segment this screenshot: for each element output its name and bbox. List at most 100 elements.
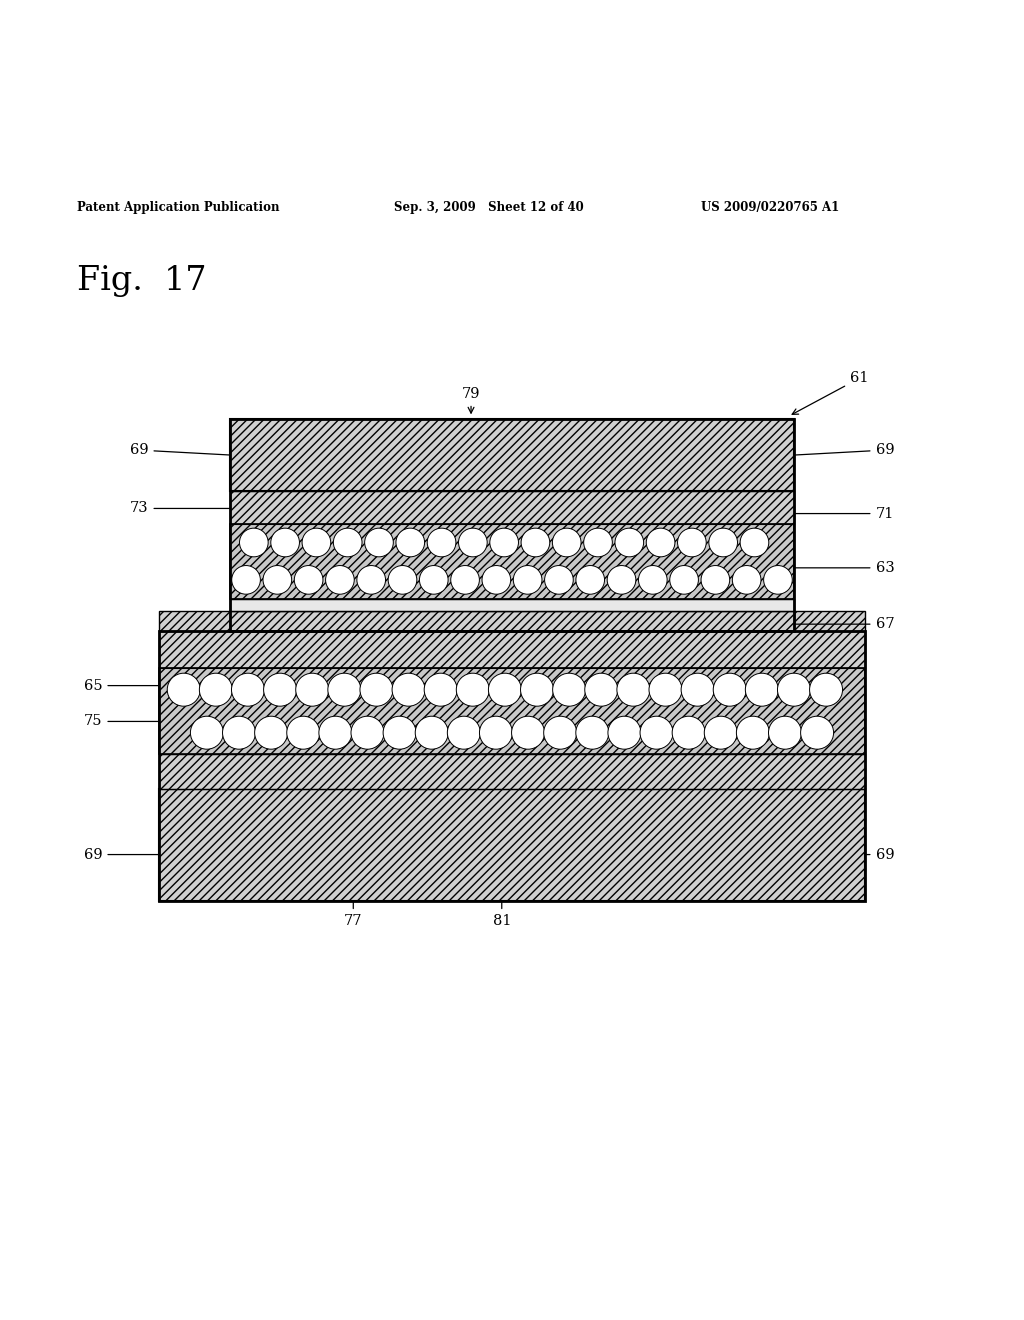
- Circle shape: [328, 673, 360, 706]
- Circle shape: [415, 717, 449, 750]
- Circle shape: [810, 673, 843, 706]
- Text: 69: 69: [795, 444, 894, 457]
- Circle shape: [287, 717, 319, 750]
- Circle shape: [670, 565, 698, 594]
- Bar: [159, 631, 865, 900]
- Circle shape: [190, 717, 223, 750]
- Circle shape: [646, 528, 675, 557]
- Bar: [230, 420, 794, 491]
- Circle shape: [396, 528, 425, 557]
- Circle shape: [334, 528, 362, 557]
- Circle shape: [544, 717, 577, 750]
- Circle shape: [736, 717, 769, 750]
- Circle shape: [360, 673, 393, 706]
- Bar: [230, 611, 794, 631]
- Circle shape: [607, 565, 636, 594]
- Bar: [159, 611, 230, 631]
- Bar: [230, 524, 794, 598]
- Circle shape: [270, 528, 299, 557]
- Text: Fig.  17: Fig. 17: [77, 265, 206, 297]
- Circle shape: [222, 717, 256, 750]
- Circle shape: [231, 673, 264, 706]
- Circle shape: [318, 717, 352, 750]
- Circle shape: [777, 673, 810, 706]
- Circle shape: [701, 565, 730, 594]
- Text: 61: 61: [793, 371, 868, 414]
- Text: 69: 69: [130, 444, 230, 457]
- Circle shape: [764, 565, 793, 594]
- Circle shape: [585, 673, 617, 706]
- Text: 75: 75: [84, 714, 159, 729]
- Circle shape: [681, 673, 714, 706]
- Circle shape: [584, 528, 612, 557]
- Circle shape: [167, 673, 201, 706]
- Circle shape: [302, 528, 331, 557]
- Circle shape: [424, 673, 457, 706]
- Text: 81: 81: [493, 902, 511, 928]
- Text: 69: 69: [84, 847, 159, 862]
- Circle shape: [296, 673, 329, 706]
- Bar: [159, 754, 865, 789]
- Text: 79: 79: [462, 387, 480, 413]
- Circle shape: [513, 565, 542, 594]
- Circle shape: [383, 717, 416, 750]
- Circle shape: [479, 717, 512, 750]
- Circle shape: [427, 528, 456, 557]
- Circle shape: [240, 528, 268, 557]
- Circle shape: [388, 565, 417, 594]
- Circle shape: [392, 673, 425, 706]
- Text: Patent Application Publication: Patent Application Publication: [77, 201, 280, 214]
- Circle shape: [263, 673, 297, 706]
- Circle shape: [608, 717, 641, 750]
- Circle shape: [732, 565, 761, 594]
- Text: 63: 63: [795, 561, 894, 574]
- Bar: [230, 491, 794, 524]
- Text: 65: 65: [84, 678, 159, 693]
- Circle shape: [255, 717, 288, 750]
- Circle shape: [457, 673, 489, 706]
- Circle shape: [520, 673, 554, 706]
- Circle shape: [714, 673, 746, 706]
- Circle shape: [745, 673, 778, 706]
- Circle shape: [672, 717, 706, 750]
- Circle shape: [294, 565, 323, 594]
- Circle shape: [575, 565, 604, 594]
- Circle shape: [801, 717, 834, 750]
- Circle shape: [553, 673, 586, 706]
- Bar: [230, 420, 794, 631]
- Circle shape: [639, 565, 667, 594]
- Circle shape: [447, 717, 480, 750]
- Circle shape: [365, 528, 393, 557]
- Bar: [230, 598, 794, 611]
- Bar: [794, 611, 865, 631]
- Circle shape: [489, 528, 518, 557]
- Bar: [159, 668, 865, 754]
- Bar: [159, 631, 865, 668]
- Circle shape: [512, 717, 545, 750]
- Circle shape: [545, 565, 573, 594]
- Text: 67: 67: [795, 618, 894, 631]
- Circle shape: [678, 528, 707, 557]
- Circle shape: [231, 565, 260, 594]
- Circle shape: [768, 717, 802, 750]
- Circle shape: [616, 673, 650, 706]
- Text: US 2009/0220765 A1: US 2009/0220765 A1: [701, 201, 840, 214]
- Circle shape: [451, 565, 479, 594]
- Circle shape: [326, 565, 354, 594]
- Circle shape: [459, 528, 487, 557]
- Text: 77: 77: [344, 902, 362, 928]
- Circle shape: [521, 528, 550, 557]
- Circle shape: [552, 528, 581, 557]
- Circle shape: [709, 528, 737, 557]
- Circle shape: [575, 717, 609, 750]
- Circle shape: [200, 673, 232, 706]
- Circle shape: [357, 565, 385, 594]
- Circle shape: [649, 673, 682, 706]
- Circle shape: [351, 717, 384, 750]
- Text: 69: 69: [866, 847, 894, 862]
- Circle shape: [705, 717, 737, 750]
- Circle shape: [615, 528, 644, 557]
- Circle shape: [482, 565, 511, 594]
- Circle shape: [263, 565, 292, 594]
- Bar: [159, 789, 865, 900]
